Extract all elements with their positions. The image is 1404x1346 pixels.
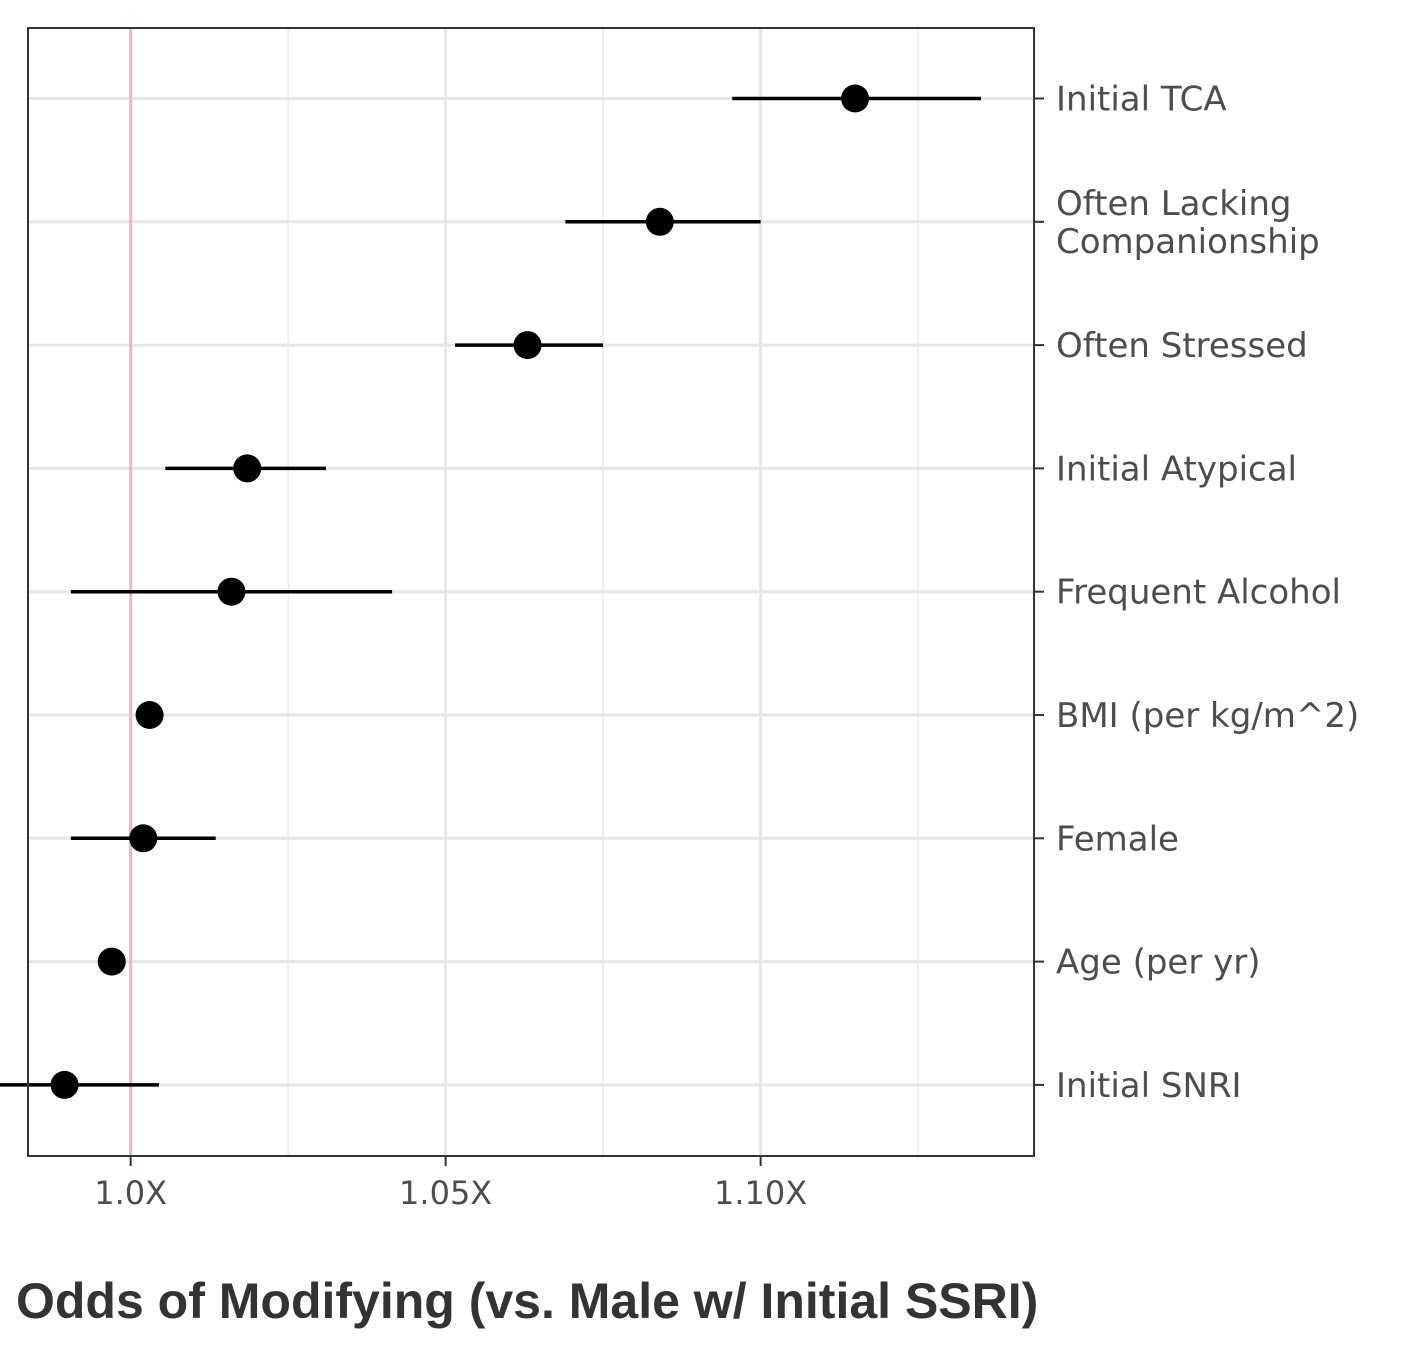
category-label-line: Initial TCA (1056, 80, 1227, 120)
category-label-line: Age (per yr) (1056, 943, 1260, 983)
category-label: Frequent Alcohol (1056, 573, 1341, 613)
category-label-line: Initial SNRI (1056, 1066, 1242, 1106)
category-label: Female (1056, 819, 1179, 859)
x-axis-title: Odds of Modifying (vs. Male w/ Initial S… (16, 1273, 1038, 1329)
category-label-line: Female (1056, 819, 1179, 859)
category-label-line: Often Stressed (1056, 326, 1308, 366)
estimate-point (233, 454, 262, 483)
estimate-point (97, 947, 126, 976)
category-label: BMI (per kg/m^2) (1056, 696, 1359, 736)
category-label: Initial TCA (1056, 80, 1227, 120)
category-label-line: Initial Atypical (1056, 449, 1297, 489)
category-label: Often Stressed (1056, 326, 1308, 366)
axis-ticks: 1.0X 1.05X 1.10X Initial TCA Often Lacking Co… (94, 80, 1359, 1213)
category-label-line: Frequent Alcohol (1056, 573, 1341, 613)
estimate-point (129, 824, 158, 853)
estimate-point (645, 207, 674, 236)
x-tick-label: 1.0X (94, 1174, 167, 1212)
category-label-line: Often Lacking (1056, 184, 1291, 224)
category-label: Age (per yr) (1056, 943, 1260, 983)
data-marks (0, 84, 982, 1099)
category-label-line: Companionship (1056, 222, 1320, 262)
estimate-point (50, 1070, 79, 1099)
category-label: Initial SNRI (1056, 1066, 1242, 1106)
category-label-line: BMI (per kg/m^2) (1056, 696, 1359, 736)
estimate-point (513, 331, 542, 360)
estimate-point (217, 577, 246, 606)
estimate-point (135, 701, 164, 729)
x-tick-label: 1.10X (714, 1174, 807, 1212)
category-label: Initial Atypical (1056, 449, 1297, 489)
estimate-point (841, 84, 870, 113)
x-tick-label: 1.05X (399, 1174, 492, 1212)
category-label: Often Lacking Companionship (1056, 184, 1320, 262)
